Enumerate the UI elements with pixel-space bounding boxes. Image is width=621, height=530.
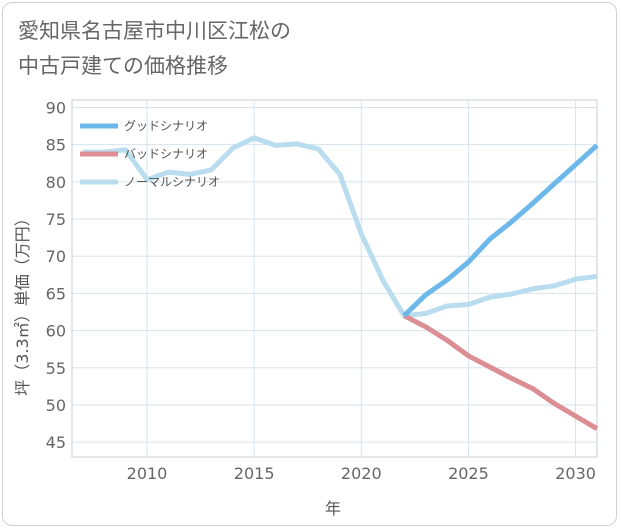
x-tick-label-2030: 2030 bbox=[555, 464, 596, 483]
ticks: 2010 2015 2020 2025 2030 45 50 55 60 65 70 75 80 85 90 bbox=[46, 98, 596, 483]
y-tick-label-85: 85 bbox=[46, 136, 66, 155]
chart-title-line-2: 中古戸建ての価格推移 bbox=[18, 54, 228, 78]
y-axis-label: 坪（3.3㎡）単価（万円） bbox=[13, 210, 32, 395]
y-tick-label-65: 65 bbox=[46, 284, 66, 303]
x-tick-label-2025: 2025 bbox=[448, 464, 489, 483]
y-tick-label-55: 55 bbox=[46, 359, 66, 378]
chart-title-line-1: 愛知県名古屋市中川区江松の bbox=[18, 19, 291, 43]
y-tick-label-45: 45 bbox=[46, 433, 66, 452]
x-tick-label-2020: 2020 bbox=[341, 464, 382, 483]
y-tick-label-60: 60 bbox=[46, 322, 66, 341]
y-tick-label-90: 90 bbox=[46, 98, 66, 117]
series-layer bbox=[82, 135, 599, 431]
chart-title: 愛知県名古屋市中川区江松の 中古戸建ての価格推移 bbox=[18, 14, 291, 84]
y-tick-label-50: 50 bbox=[46, 396, 66, 415]
series-line-0 bbox=[402, 143, 599, 318]
legend-label-2: ノーマルシナリオ bbox=[124, 175, 220, 189]
x-tick-label-2015: 2015 bbox=[234, 464, 275, 483]
y-tick-label-70: 70 bbox=[46, 247, 66, 266]
legend-label-0: グッドシナリオ bbox=[124, 119, 208, 133]
y-tick-label-75: 75 bbox=[46, 210, 66, 229]
x-axis-label: 年 bbox=[325, 499, 341, 518]
series-line-1 bbox=[402, 313, 599, 431]
x-tick-label-2010: 2010 bbox=[127, 464, 168, 483]
series-line-2 bbox=[82, 135, 598, 319]
y-tick-label-80: 80 bbox=[46, 173, 66, 192]
plot-area bbox=[71, 99, 598, 458]
legend-label-1: バッドシナリオ bbox=[124, 147, 208, 161]
